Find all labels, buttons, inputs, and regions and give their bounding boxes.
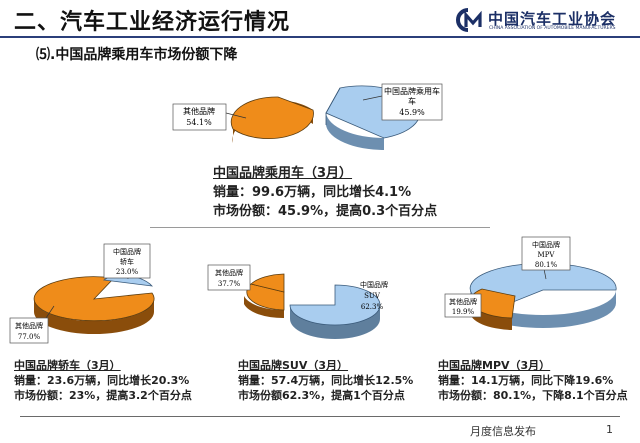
- label-box-other-suv: [207, 264, 251, 291]
- slice-label-other-suv: 其他品牌: [215, 268, 243, 277]
- slice-value-other-mpv: 19.9%: [452, 308, 475, 316]
- pie-chart-suv: 其他品牌 37.7% 中国品牌 SUV 62.3%: [207, 264, 388, 339]
- footer-divider: [20, 416, 620, 417]
- slice-value-china-car: 23.0%: [116, 268, 139, 276]
- svg-text:中国品牌: 中国品牌: [360, 280, 388, 289]
- section-title: ⑸.中国品牌乘用车市场份额下降: [36, 47, 238, 63]
- section-divider: [150, 227, 490, 228]
- slice-label-other-car: 其他品牌: [15, 321, 43, 330]
- logo-text-cn: 中国汽车工业协会: [488, 10, 617, 28]
- footer-text: 月度信息发布: [470, 425, 536, 438]
- label-box-other-main: [172, 103, 227, 131]
- pie-chart-car: 中国品牌 轿车 23.0% 其他品牌 77.0%: [9, 243, 155, 344]
- page-title: 二、汽车工业经济运行情况: [14, 10, 291, 35]
- slice-value-china-main: 45.9%: [399, 108, 425, 117]
- svg-text:MPV: MPV: [538, 251, 556, 259]
- info-heading-car: 中国品牌轿车（3月）: [14, 359, 121, 372]
- svg-text:轿车: 轿车: [120, 257, 134, 266]
- caam-logo: 中国汽车工业协会 CHINA ASSOCIATION OF AUTOMOBILE…: [452, 7, 632, 35]
- svg-text:中国品牌: 中国品牌: [532, 240, 560, 249]
- slice-label-other-main: 其他品牌: [183, 106, 215, 116]
- info-heading-main: 中国品牌乘用车（3月）: [213, 166, 353, 181]
- info-sales-main: 销量：99.6万辆，同比增长4.1%: [213, 185, 412, 200]
- info-sales-mpv: 销量：14.1万辆，同比下降19.6%: [438, 374, 614, 387]
- info-share-main: 市场份额：45.9%，提高0.3个百分点: [213, 204, 438, 219]
- label-box-other-mpv: [444, 293, 482, 318]
- slice-label-china-main: 中国品牌乘用车: [384, 86, 440, 96]
- svg-text:车: 车: [408, 96, 416, 106]
- info-block-car: 中国品牌轿车（3月） 销量：23.6万辆，同比增长20.3% 市场份额：23%，…: [14, 358, 192, 403]
- info-block-mpv: 中国品牌MPV（3月） 销量：14.1万辆，同比下降19.6% 市场份额：80.…: [438, 358, 628, 403]
- info-heading-suv: 中国品牌SUV（3月）: [238, 359, 349, 372]
- caam-logo-icon: [456, 8, 482, 32]
- pie-slice-other-main: [230, 96, 314, 143]
- pie-slice-china-suv: [289, 284, 381, 326]
- svg-text:SUV: SUV: [364, 292, 381, 300]
- slice-value-other-main: 54.1%: [186, 118, 212, 127]
- info-share-mpv: 市场份额：80.1%，下降8.1个百分点: [438, 389, 628, 402]
- slice-value-other-suv: 37.7%: [218, 280, 241, 288]
- slice-label-other-mpv: 其他品牌: [449, 297, 477, 306]
- info-share-car: 市场份额：23%，提高3.2个百分点: [14, 389, 192, 402]
- info-sales-car: 销量：23.6万辆，同比增长20.3%: [14, 374, 190, 387]
- slice-label-china-car-1: 中国品牌: [113, 247, 141, 256]
- pie-chart-mpv: 中国品牌 MPV 80.1% 其他品牌 19.9%: [444, 236, 617, 330]
- info-block-main: 中国品牌乘用车（3月） 销量：99.6万辆，同比增长4.1% 市场份额：45.9…: [213, 164, 437, 221]
- slice-value-china-mpv: 80.1%: [535, 261, 558, 269]
- logo-text-en: CHINA ASSOCIATION OF AUTOMOBILE MANUFACT…: [489, 26, 616, 31]
- header-divider: [0, 36, 640, 38]
- title-bar: 二、汽车工业经济运行情况 中国汽车工业协会 CHINA ASSOCIATION …: [0, 0, 640, 36]
- pie-chart-main: 其他品牌 54.1% 中国品牌乘用车 车 45.9%: [172, 83, 443, 151]
- label-box-china-car: [103, 243, 151, 279]
- label-box-china-main: [381, 83, 443, 121]
- label-box-china-mpv: [521, 236, 571, 271]
- slice-value-other-car: 77.0%: [18, 333, 41, 341]
- info-block-suv: 中国品牌SUV（3月） 销量：57.4万辆，同比增长12.5% 市场份额62.3…: [238, 358, 413, 403]
- label-box-other-car: [9, 317, 49, 344]
- page-number: 1: [606, 423, 613, 436]
- pie-slice-other-car: [33, 276, 155, 322]
- slice-value-china-suv: 62.3%: [361, 303, 384, 311]
- info-heading-mpv: 中国品牌MPV（3月）: [438, 359, 551, 372]
- info-sales-suv: 销量：57.4万辆，同比增长12.5%: [238, 374, 414, 387]
- info-share-suv: 市场份额62.3%，提高1个百分点: [238, 389, 405, 402]
